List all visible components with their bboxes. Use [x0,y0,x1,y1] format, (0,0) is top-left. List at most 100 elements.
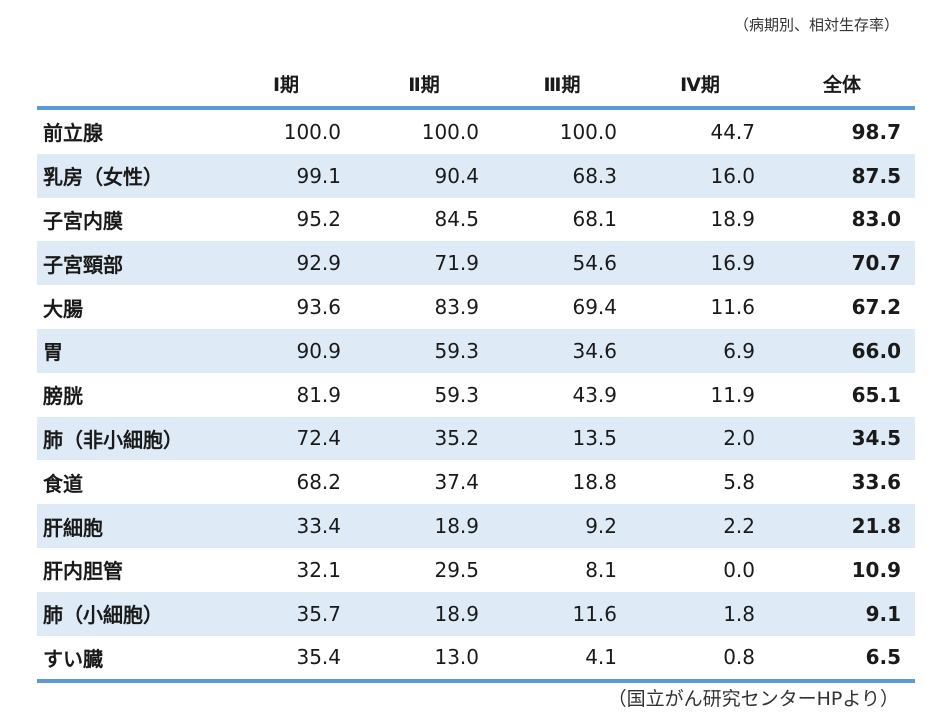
overall-cell: 21.8 [769,504,915,548]
stage-1-cell: 90.9 [217,328,355,373]
stage-3-cell: 9.2 [493,504,631,548]
table-row: 肝内胆管 32.1 29.5 8.1 0.0 10.9 [37,548,915,592]
source-note-bottom: （国立がん研究センターHPより） [607,688,899,710]
stage-3-cell: 68.3 [493,153,631,198]
stage-4-cell: 0.0 [723,557,755,582]
survival-rate-table-container: Ⅰ期 Ⅱ期 Ⅲ期 Ⅳ期 全体 前立腺 100.0 100.0 100.0 44.… [37,60,915,684]
stage-2-cell: 59.3 [355,328,493,373]
stage-2-cell: 29.5 [434,557,479,582]
stage-1-cell: 99.1 [217,153,355,198]
stage-3-cell: 13.5 [493,416,631,461]
stage-2-cell: 83.9 [434,295,479,320]
stage-4-cell: 16.0 [631,153,769,198]
stage-2-cell: 37.4 [434,470,479,495]
stage-1-cell: 35.4 [217,635,355,684]
table-row: 子宮内膜 95.2 84.5 68.1 18.9 83.0 [37,198,915,242]
stage-4-cell: 2.2 [631,504,769,548]
overall-cell: 9.1 [769,591,915,636]
header-row: Ⅰ期 Ⅱ期 Ⅲ期 Ⅳ期 全体 [37,60,915,110]
stage-3-cell: 43.9 [572,382,617,407]
stage-1-cell: 100.0 [283,119,341,144]
stage-2-cell: 35.2 [355,416,493,461]
overall-cell: 65.1 [851,382,901,407]
header-overall: 全体 [769,60,915,110]
table-row: すい臓 35.4 13.0 4.1 0.8 6.5 [37,635,915,684]
stage-1-cell: 95.2 [296,207,341,232]
overall-cell: 10.9 [851,557,901,582]
cancer-name-cell: 肺（非小細胞） [37,416,217,461]
stage-4-cell: 44.7 [710,119,755,144]
stage-4-cell: 11.9 [710,382,755,407]
stage-1-cell: 32.1 [296,557,341,582]
stage-4-cell: 5.8 [723,470,755,495]
cancer-name-cell: 食道 [43,471,83,496]
stage-2-cell: 100.0 [421,119,479,144]
stage-2-cell: 84.5 [434,207,479,232]
stage-3-cell: 11.6 [493,591,631,636]
overall-cell: 70.7 [769,241,915,286]
stage-3-cell: 18.8 [572,470,617,495]
stage-3-cell: 54.6 [493,241,631,286]
cancer-name-cell: 肝内胆管 [43,559,123,584]
stage-2-cell: 13.0 [355,635,493,684]
stage-4-cell: 1.8 [631,591,769,636]
stage-4-cell: 2.0 [631,416,769,461]
cancer-name-cell: 子宮頸部 [37,241,217,286]
stage-4-cell: 11.6 [710,295,755,320]
stage-3-cell: 34.6 [493,328,631,373]
cancer-name-cell: 乳房（女性） [37,153,217,198]
header-cancer-type [37,60,217,110]
table-body: 前立腺 100.0 100.0 100.0 44.7 98.7 乳房（女性） 9… [37,108,915,684]
cancer-name-cell: 胃 [37,328,217,373]
stage-1-cell: 72.4 [217,416,355,461]
overall-cell: 83.0 [851,207,901,232]
overall-cell: 66.0 [769,328,915,373]
stage-2-cell: 18.9 [355,504,493,548]
stage-3-cell: 100.0 [559,119,617,144]
source-note-top: （病期別、相対生存率） [733,16,899,34]
stage-1-cell: 92.9 [217,241,355,286]
table-row: 食道 68.2 37.4 18.8 5.8 33.6 [37,460,915,504]
stage-1-cell: 35.7 [217,591,355,636]
stage-2-cell: 71.9 [355,241,493,286]
table-row: 乳房（女性） 99.1 90.4 68.3 16.0 87.5 [37,153,915,198]
stage-4-cell: 16.9 [631,241,769,286]
cancer-name-cell: 肺（小細胞） [37,591,217,636]
table-row: 膀胱 81.9 59.3 43.9 11.9 65.1 [37,373,915,417]
overall-cell: 6.5 [769,635,915,684]
table-row: 肝細胞 33.4 18.9 9.2 2.2 21.8 [37,504,915,548]
cancer-name-cell: 大腸 [43,296,83,321]
overall-cell: 87.5 [769,153,915,198]
stage-1-cell: 93.6 [296,295,341,320]
header-stage-2: Ⅱ期 [355,60,493,110]
stage-2-cell: 59.3 [434,382,479,407]
stage-3-cell: 8.1 [585,557,617,582]
header-stage-4: Ⅳ期 [631,60,769,110]
stage-3-cell: 4.1 [493,635,631,684]
stage-4-cell: 6.9 [631,328,769,373]
stage-2-cell: 90.4 [355,153,493,198]
cancer-name-cell: 子宮内膜 [43,208,123,233]
cancer-name-cell: 肝細胞 [37,504,217,548]
overall-cell: 34.5 [769,416,915,461]
stage-3-cell: 69.4 [572,295,617,320]
stage-1-cell: 81.9 [296,382,341,407]
header-stage-3: Ⅲ期 [493,60,631,110]
survival-rate-table: Ⅰ期 Ⅱ期 Ⅲ期 Ⅳ期 全体 前立腺 100.0 100.0 100.0 44.… [37,60,915,684]
table-row: 前立腺 100.0 100.0 100.0 44.7 98.7 [37,108,915,154]
stage-1-cell: 68.2 [296,470,341,495]
cancer-name-cell: 前立腺 [43,121,103,146]
header-stage-1: Ⅰ期 [217,60,355,110]
stage-3-cell: 68.1 [572,207,617,232]
stage-1-cell: 33.4 [217,504,355,548]
cancer-name-cell: すい臓 [37,635,217,684]
table-row: 肺（小細胞） 35.7 18.9 11.6 1.8 9.1 [37,591,915,636]
stage-4-cell: 0.8 [631,635,769,684]
overall-cell: 67.2 [851,295,901,320]
table-row: 肺（非小細胞） 72.4 35.2 13.5 2.0 34.5 [37,416,915,461]
table-header: Ⅰ期 Ⅱ期 Ⅲ期 Ⅳ期 全体 [37,60,915,110]
stage-4-cell: 18.9 [710,207,755,232]
table-row: 子宮頸部 92.9 71.9 54.6 16.9 70.7 [37,241,915,286]
overall-cell: 33.6 [851,470,901,495]
table-row: 胃 90.9 59.3 34.6 6.9 66.0 [37,328,915,373]
